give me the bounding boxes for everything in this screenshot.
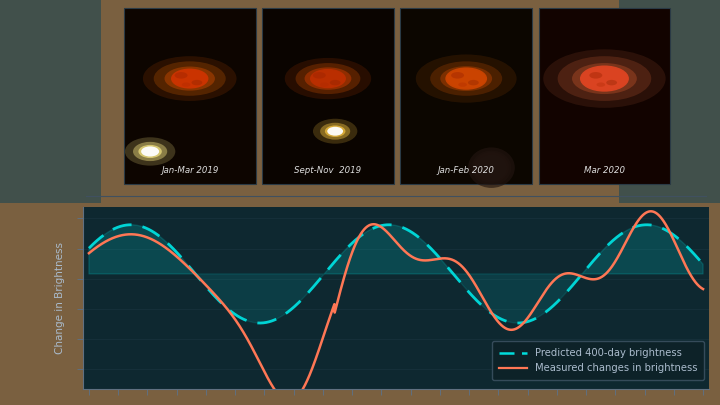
- Ellipse shape: [305, 67, 351, 90]
- Bar: [619, 0, 720, 202]
- Ellipse shape: [138, 145, 162, 158]
- Legend: Predicted 400-day brightness, Measured changes in brightness: Predicted 400-day brightness, Measured c…: [492, 341, 704, 380]
- Ellipse shape: [459, 83, 467, 87]
- Ellipse shape: [558, 56, 652, 101]
- Ellipse shape: [589, 72, 602, 79]
- Ellipse shape: [472, 151, 511, 185]
- Ellipse shape: [141, 146, 159, 156]
- Ellipse shape: [174, 72, 187, 79]
- Bar: [124, 8, 256, 184]
- Ellipse shape: [313, 119, 357, 144]
- Y-axis label: Change in Brightness: Change in Brightness: [55, 242, 66, 354]
- Ellipse shape: [171, 68, 209, 89]
- Ellipse shape: [192, 80, 202, 85]
- Ellipse shape: [133, 142, 167, 161]
- Text: Jan-Feb 2020: Jan-Feb 2020: [438, 166, 495, 175]
- Ellipse shape: [325, 126, 346, 137]
- Bar: [539, 8, 670, 184]
- Bar: [400, 8, 532, 184]
- Text: Jan-Mar 2019: Jan-Mar 2019: [161, 166, 218, 175]
- Ellipse shape: [416, 54, 517, 103]
- Ellipse shape: [451, 72, 464, 79]
- Ellipse shape: [468, 147, 515, 188]
- Ellipse shape: [320, 83, 329, 87]
- Ellipse shape: [445, 67, 487, 90]
- Ellipse shape: [474, 152, 509, 183]
- Ellipse shape: [327, 127, 343, 136]
- Ellipse shape: [153, 62, 226, 96]
- Bar: [0, 0, 720, 202]
- Ellipse shape: [164, 66, 215, 91]
- Ellipse shape: [125, 137, 175, 166]
- Ellipse shape: [320, 123, 350, 140]
- Ellipse shape: [296, 63, 361, 94]
- Ellipse shape: [580, 66, 629, 92]
- Ellipse shape: [544, 49, 666, 108]
- Ellipse shape: [477, 155, 507, 181]
- Ellipse shape: [431, 62, 503, 96]
- Ellipse shape: [572, 63, 637, 94]
- Ellipse shape: [441, 66, 492, 91]
- Ellipse shape: [446, 69, 486, 88]
- Ellipse shape: [181, 83, 190, 87]
- Ellipse shape: [581, 67, 628, 90]
- Bar: [0, 0, 101, 202]
- Ellipse shape: [596, 83, 606, 87]
- Ellipse shape: [310, 69, 346, 88]
- Ellipse shape: [143, 56, 236, 101]
- Ellipse shape: [312, 72, 325, 79]
- Ellipse shape: [330, 80, 341, 85]
- Ellipse shape: [606, 80, 617, 85]
- Bar: [262, 8, 394, 184]
- Text: Mar 2020: Mar 2020: [584, 166, 625, 175]
- Ellipse shape: [468, 80, 479, 85]
- Ellipse shape: [171, 70, 207, 87]
- Ellipse shape: [311, 70, 346, 87]
- Ellipse shape: [285, 58, 372, 99]
- Text: Sept-Nov  2019: Sept-Nov 2019: [294, 166, 361, 175]
